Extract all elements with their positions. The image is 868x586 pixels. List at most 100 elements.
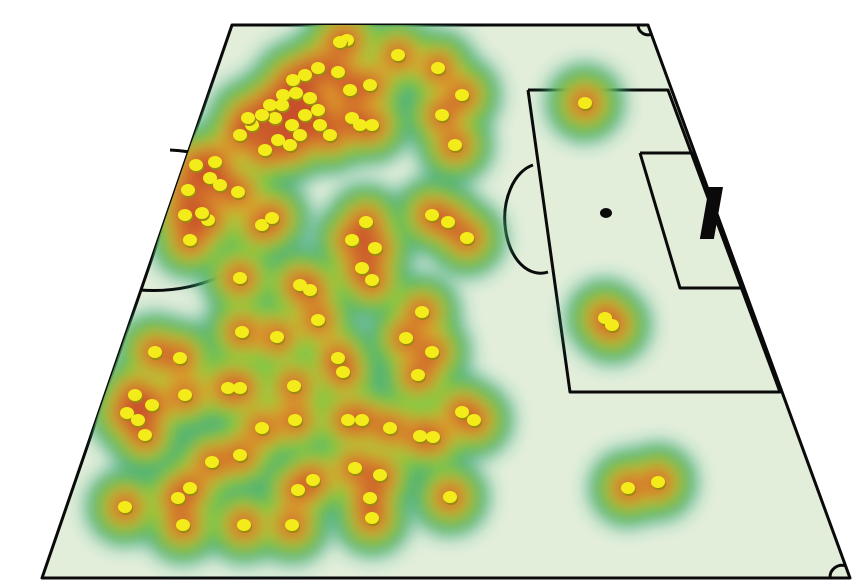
event-dot-icon xyxy=(448,139,462,151)
event-dot-icon xyxy=(221,382,235,394)
event-dot-icon xyxy=(336,366,350,378)
event-dot-icon xyxy=(285,519,299,531)
event-dot-icon xyxy=(233,129,247,141)
event-dot-icon xyxy=(233,449,247,461)
event-dot-icon xyxy=(383,422,397,434)
event-dot-icon xyxy=(311,314,325,326)
event-dot-icon xyxy=(411,369,425,381)
event-dot-icon xyxy=(353,119,367,131)
event-dot-icon xyxy=(131,414,145,426)
event-dot-icon xyxy=(460,232,474,244)
event-dot-icon xyxy=(343,84,357,96)
event-dot-icon xyxy=(176,519,190,531)
event-dot-icon xyxy=(283,139,297,151)
event-dot-icon xyxy=(263,99,277,111)
event-dot-icon xyxy=(203,172,217,184)
event-dot-icon xyxy=(303,92,317,104)
event-dot-icon xyxy=(237,519,251,531)
event-dot-icon xyxy=(270,331,284,343)
penalty-spot xyxy=(600,208,612,218)
event-dot-icon xyxy=(118,501,132,513)
event-dot-icon xyxy=(441,216,455,228)
event-dot-icon xyxy=(303,284,317,296)
event-dot-icon xyxy=(268,112,282,124)
event-dot-icon xyxy=(271,134,285,146)
event-dot-icon xyxy=(178,389,192,401)
event-dot-icon xyxy=(265,212,279,224)
corner-arc-bottom xyxy=(828,563,847,579)
event-dot-icon xyxy=(435,109,449,121)
event-dot-icon xyxy=(298,69,312,81)
event-dot-icon xyxy=(399,332,413,344)
event-dot-icon xyxy=(276,89,290,101)
event-dot-icon xyxy=(431,62,445,74)
event-dot-icon xyxy=(355,262,369,274)
event-dot-icon xyxy=(189,159,203,171)
event-dot-icon xyxy=(208,156,222,168)
event-dot-icon xyxy=(298,109,312,121)
event-dot-icon xyxy=(373,469,387,481)
event-dot-icon xyxy=(455,406,469,418)
event-dot-icon xyxy=(368,242,382,254)
event-dot-icon xyxy=(311,104,325,116)
event-dot-icon xyxy=(293,129,307,141)
event-dot-icon xyxy=(275,99,289,111)
event-dot-icon xyxy=(233,382,247,394)
event-dot-icon xyxy=(183,234,197,246)
event-dot-icon xyxy=(331,352,345,364)
event-dot-icon xyxy=(255,422,269,434)
event-dot-icon xyxy=(467,414,481,426)
event-dot-icon xyxy=(363,492,377,504)
event-dot-icon xyxy=(415,306,429,318)
event-dot-icon xyxy=(178,209,192,221)
event-dot-icon xyxy=(651,476,665,488)
event-dot-icon xyxy=(391,49,405,61)
event-dot-icon xyxy=(235,326,249,338)
event-dot-icon xyxy=(183,482,197,494)
event-dot-icon xyxy=(311,62,325,74)
event-dot-icon xyxy=(205,456,219,468)
event-dot-icon xyxy=(288,414,302,426)
event-dot-icon xyxy=(341,414,355,426)
event-dot-icon xyxy=(455,89,469,101)
event-dot-icon xyxy=(258,144,272,156)
event-dot-icon xyxy=(138,429,152,441)
event-dot-icon xyxy=(345,234,359,246)
event-dot-icon xyxy=(605,319,619,331)
event-dot-icon xyxy=(173,352,187,364)
event-dot-icon xyxy=(323,129,337,141)
event-dot-icon xyxy=(291,484,305,496)
event-dot-icon xyxy=(413,430,427,442)
corner-arc-top xyxy=(636,24,653,37)
event-dot-icon xyxy=(425,209,439,221)
event-dot-icon xyxy=(331,66,345,78)
event-dot-icon xyxy=(255,219,269,231)
event-dot-icon xyxy=(333,36,347,48)
event-markers xyxy=(118,34,666,533)
event-dot-icon xyxy=(120,407,134,419)
event-dot-icon xyxy=(621,482,635,494)
event-dot-icon xyxy=(241,112,255,124)
event-dot-icon xyxy=(233,272,247,284)
event-dot-icon xyxy=(213,179,227,191)
event-dot-icon xyxy=(355,414,369,426)
event-dot-icon xyxy=(286,74,300,86)
event-dot-icon xyxy=(365,119,379,131)
event-dot-icon xyxy=(287,380,301,392)
event-dot-icon xyxy=(443,491,457,503)
event-dot-icon xyxy=(255,109,269,121)
penalty-arc xyxy=(503,163,549,275)
event-dot-icon xyxy=(285,119,299,131)
event-dot-icon xyxy=(363,79,377,91)
event-dot-icon xyxy=(145,399,159,411)
event-dot-icon xyxy=(425,346,439,358)
event-dot-icon xyxy=(195,207,209,219)
event-dot-icon xyxy=(578,97,592,109)
event-dot-icon xyxy=(426,431,440,443)
event-dot-icon xyxy=(181,184,195,196)
event-dot-icon xyxy=(348,462,362,474)
event-dot-icon xyxy=(128,389,142,401)
event-dot-icon xyxy=(148,346,162,358)
